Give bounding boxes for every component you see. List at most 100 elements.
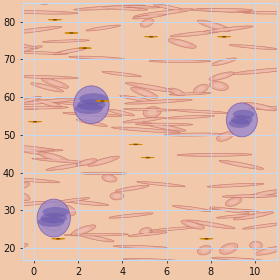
Ellipse shape xyxy=(197,86,205,92)
Ellipse shape xyxy=(225,36,226,37)
Ellipse shape xyxy=(14,149,49,151)
Ellipse shape xyxy=(164,115,214,119)
Ellipse shape xyxy=(225,197,242,206)
Ellipse shape xyxy=(214,83,224,88)
Ellipse shape xyxy=(207,183,264,187)
Ellipse shape xyxy=(177,153,252,156)
Ellipse shape xyxy=(122,117,164,123)
Ellipse shape xyxy=(229,118,250,128)
Ellipse shape xyxy=(80,235,114,242)
Ellipse shape xyxy=(246,69,279,73)
Ellipse shape xyxy=(37,199,70,237)
Ellipse shape xyxy=(232,67,280,74)
Ellipse shape xyxy=(181,220,204,229)
Ellipse shape xyxy=(74,103,103,114)
Ellipse shape xyxy=(197,20,231,31)
Ellipse shape xyxy=(46,223,56,229)
Ellipse shape xyxy=(137,181,185,187)
Ellipse shape xyxy=(161,6,179,10)
Ellipse shape xyxy=(123,258,188,262)
Ellipse shape xyxy=(209,10,238,12)
Ellipse shape xyxy=(113,8,138,10)
Ellipse shape xyxy=(258,107,280,109)
Ellipse shape xyxy=(146,157,147,158)
Ellipse shape xyxy=(258,0,280,3)
Ellipse shape xyxy=(220,36,222,37)
Ellipse shape xyxy=(9,55,19,62)
Ellipse shape xyxy=(216,132,233,141)
Ellipse shape xyxy=(203,26,253,32)
Ellipse shape xyxy=(226,36,228,37)
Ellipse shape xyxy=(170,31,221,37)
Ellipse shape xyxy=(210,207,249,213)
Ellipse shape xyxy=(55,19,57,20)
Ellipse shape xyxy=(242,214,265,218)
Ellipse shape xyxy=(12,75,79,79)
Ellipse shape xyxy=(235,195,266,197)
Ellipse shape xyxy=(38,85,56,90)
Ellipse shape xyxy=(5,26,62,34)
Ellipse shape xyxy=(209,72,234,81)
Ellipse shape xyxy=(211,58,237,66)
Ellipse shape xyxy=(144,157,146,158)
Circle shape xyxy=(149,36,153,37)
Ellipse shape xyxy=(205,23,223,29)
Ellipse shape xyxy=(4,107,28,109)
Ellipse shape xyxy=(214,27,242,31)
Ellipse shape xyxy=(102,175,117,182)
Ellipse shape xyxy=(226,103,257,137)
Ellipse shape xyxy=(0,148,63,151)
Ellipse shape xyxy=(0,144,55,150)
Ellipse shape xyxy=(172,90,181,94)
Ellipse shape xyxy=(153,4,186,11)
Ellipse shape xyxy=(134,9,193,17)
Ellipse shape xyxy=(5,52,24,64)
Ellipse shape xyxy=(22,98,36,102)
Ellipse shape xyxy=(81,57,112,59)
Ellipse shape xyxy=(83,262,150,265)
Ellipse shape xyxy=(205,238,206,239)
Ellipse shape xyxy=(13,184,25,189)
Ellipse shape xyxy=(217,60,231,64)
Ellipse shape xyxy=(119,214,143,217)
Ellipse shape xyxy=(76,159,97,166)
Ellipse shape xyxy=(53,205,67,212)
Ellipse shape xyxy=(17,11,61,13)
Ellipse shape xyxy=(37,121,39,122)
Ellipse shape xyxy=(113,194,121,198)
Ellipse shape xyxy=(32,158,91,164)
Ellipse shape xyxy=(113,111,128,115)
Ellipse shape xyxy=(221,209,248,211)
Ellipse shape xyxy=(140,100,177,103)
Ellipse shape xyxy=(216,214,255,218)
Ellipse shape xyxy=(224,246,234,252)
Ellipse shape xyxy=(69,56,125,60)
Ellipse shape xyxy=(211,257,264,261)
Ellipse shape xyxy=(55,165,77,169)
Ellipse shape xyxy=(123,108,176,111)
Ellipse shape xyxy=(126,246,156,248)
Ellipse shape xyxy=(41,221,60,231)
Ellipse shape xyxy=(142,123,186,131)
Ellipse shape xyxy=(4,145,50,155)
Ellipse shape xyxy=(150,157,152,158)
Ellipse shape xyxy=(127,128,165,132)
Ellipse shape xyxy=(54,198,90,203)
Circle shape xyxy=(81,48,88,49)
Ellipse shape xyxy=(248,106,280,109)
Ellipse shape xyxy=(38,152,68,162)
Ellipse shape xyxy=(58,205,76,216)
Ellipse shape xyxy=(105,176,113,180)
Ellipse shape xyxy=(14,98,83,105)
Ellipse shape xyxy=(4,146,40,149)
Ellipse shape xyxy=(153,36,155,37)
Ellipse shape xyxy=(139,228,152,236)
Ellipse shape xyxy=(78,234,114,235)
Ellipse shape xyxy=(198,222,224,227)
Ellipse shape xyxy=(261,0,270,1)
Ellipse shape xyxy=(0,106,38,109)
Ellipse shape xyxy=(76,119,108,127)
Ellipse shape xyxy=(220,184,251,186)
Ellipse shape xyxy=(136,144,137,145)
Ellipse shape xyxy=(197,9,251,13)
